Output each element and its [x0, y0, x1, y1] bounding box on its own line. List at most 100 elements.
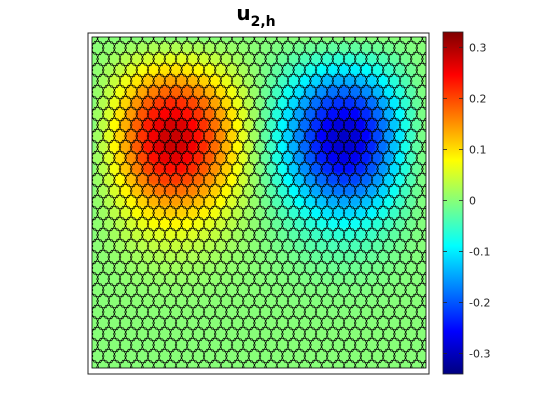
- mesh-edge: [337, 128, 351, 144]
- mesh-edge: [191, 106, 206, 122]
- mesh-edge: [314, 62, 329, 78]
- mesh-edge: [404, 282, 419, 298]
- mesh-edge: [297, 271, 312, 287]
- mesh-edge: [203, 19, 216, 33]
- mesh-edge: [107, 51, 122, 67]
- mesh-edge: [241, 117, 256, 133]
- mesh-edge: [92, 316, 99, 331]
- mesh-edge: [74, 140, 87, 154]
- mesh-edge: [264, 315, 279, 331]
- mesh-cell: [97, 382, 110, 396]
- mesh-edge: [191, 62, 206, 78]
- mesh-edge: [146, 106, 161, 122]
- mesh-edge: [415, 304, 426, 320]
- mesh-edge: [208, 37, 223, 45]
- mesh-edge: [298, 382, 311, 396]
- mesh-edge: [191, 84, 206, 100]
- mesh-edge: [169, 172, 183, 188]
- mesh-edge: [342, 271, 357, 287]
- mesh-edge: [101, 150, 116, 166]
- mesh-edge: [174, 337, 189, 353]
- mesh-edge: [309, 293, 323, 309]
- mesh-edge: [370, 216, 385, 232]
- title-subscript: 2,h: [251, 14, 276, 30]
- mesh-edge: [231, 382, 244, 396]
- mesh-edge: [342, 337, 357, 353]
- mesh-edge: [376, 359, 391, 368]
- mesh-cell: [170, 19, 183, 33]
- mesh-cell: [125, 19, 138, 33]
- mesh-edge: [342, 315, 357, 331]
- mesh-edge: [275, 249, 290, 265]
- mesh-edge: [202, 62, 217, 78]
- mesh-edge: [409, 139, 424, 155]
- mesh-edge: [253, 95, 267, 111]
- mesh-edge: [258, 62, 273, 78]
- mesh-edge: [337, 348, 351, 364]
- mesh-edge: [370, 304, 385, 320]
- mesh-edge: [92, 40, 105, 56]
- mesh-edge: [310, 382, 323, 396]
- mesh-edge: [376, 249, 391, 265]
- mesh-edge: [286, 337, 301, 353]
- mesh-edge: [269, 84, 284, 100]
- mesh-edge: [398, 117, 413, 133]
- mesh-edge: [141, 51, 155, 67]
- mesh-edge: [174, 37, 189, 45]
- mesh-edge: [219, 315, 234, 331]
- mesh-edge: [331, 139, 346, 155]
- mesh-edge: [365, 37, 379, 45]
- colorbar-tick-label: -0.2: [469, 297, 490, 310]
- mesh-cell: [74, 206, 87, 220]
- mesh-edge: [381, 172, 396, 188]
- mesh-edge: [118, 51, 133, 67]
- mesh-edge: [141, 139, 155, 155]
- colorbar-tick-label: -0.3: [469, 348, 490, 361]
- mesh-edge: [141, 95, 155, 111]
- mesh-edge: [409, 161, 424, 177]
- mesh-edge: [101, 326, 116, 342]
- mesh-edge: [253, 315, 267, 331]
- mesh-edge: [381, 348, 396, 364]
- mesh-edge: [247, 106, 262, 122]
- mesh-edge: [297, 95, 312, 111]
- mesh-edge: [337, 150, 351, 166]
- mesh-edge: [92, 243, 94, 249]
- mesh-edge: [365, 293, 379, 309]
- mesh-edge: [253, 337, 267, 353]
- mesh-edge: [348, 348, 363, 364]
- mesh-edge: [409, 95, 424, 111]
- mesh-edge: [208, 359, 223, 368]
- mesh-edge: [415, 40, 426, 56]
- mesh-edge: [387, 249, 402, 265]
- mesh-edge: [135, 238, 150, 254]
- mesh-edge: [174, 249, 189, 265]
- mesh-edge: [208, 139, 223, 155]
- mesh-edge: [331, 73, 346, 89]
- mesh-cell: [405, 19, 418, 33]
- mesh-edge: [331, 337, 346, 353]
- mesh-edge: [136, 19, 149, 33]
- mesh-edge: [404, 260, 419, 276]
- mesh-edge: [409, 205, 424, 221]
- mesh-edge: [92, 287, 94, 293]
- mesh-edge: [101, 62, 116, 78]
- mesh-edge: [275, 205, 290, 221]
- mesh-edge: [286, 51, 301, 67]
- mesh-edge: [370, 84, 385, 100]
- mesh-edge: [438, 19, 451, 33]
- mesh-edge: [320, 271, 335, 287]
- mesh-edge: [170, 19, 183, 33]
- mesh-edge: [359, 40, 374, 56]
- mesh-edge: [92, 155, 94, 161]
- mesh-edge: [264, 183, 279, 199]
- mesh-edge: [129, 117, 144, 133]
- mesh-edge: [230, 51, 245, 67]
- mesh-edge: [118, 95, 133, 111]
- mesh-edge: [381, 260, 396, 276]
- mesh-cell: [147, 19, 160, 33]
- mesh-edge: [292, 40, 307, 56]
- mesh-edge: [129, 37, 144, 45]
- mesh-edge: [281, 194, 295, 210]
- mesh-edge: [309, 139, 323, 155]
